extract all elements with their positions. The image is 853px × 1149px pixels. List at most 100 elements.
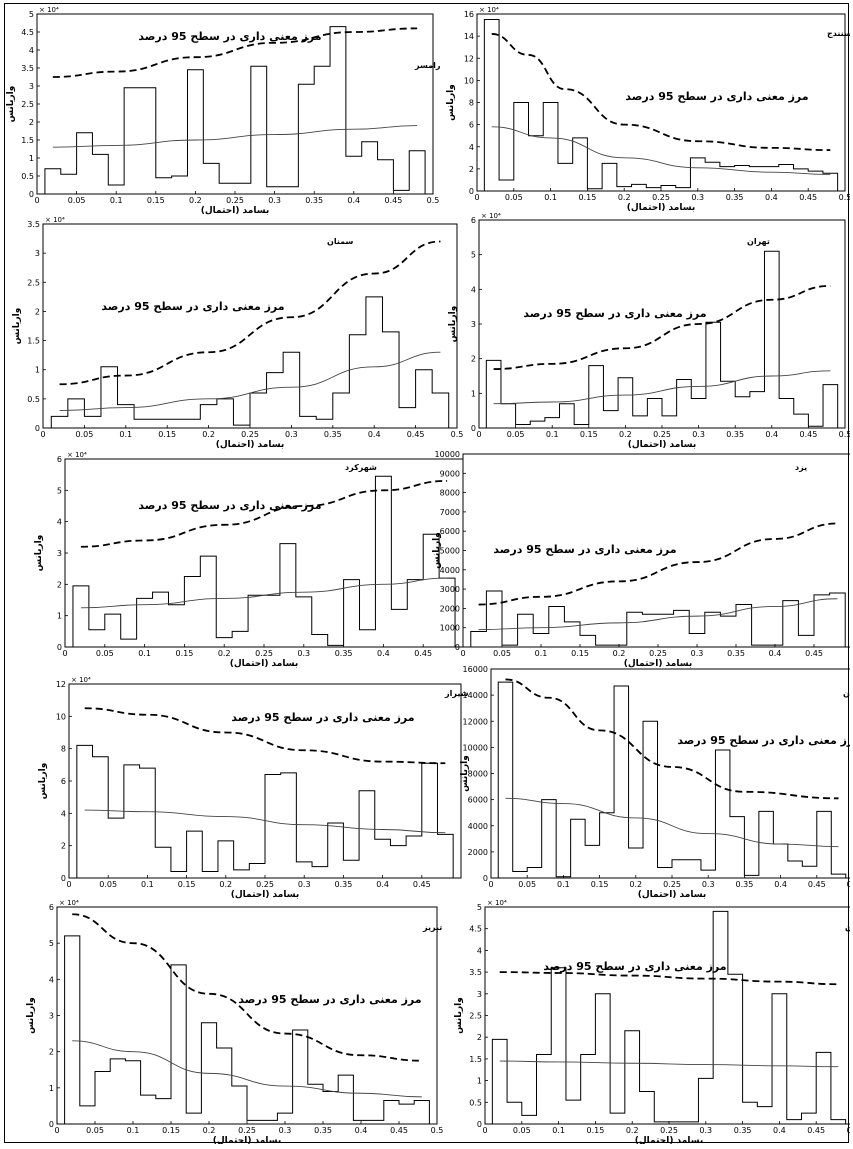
theoretical-spectrum-line <box>491 126 831 175</box>
x-tick-label: 0.1 <box>119 430 132 439</box>
x-tick-label: 0.1 <box>127 1126 140 1135</box>
significance-annotation: مرز معنی داری در سطح 95 درصد <box>625 90 808 103</box>
theoretical-spectrum-line <box>72 1040 422 1098</box>
x-tick-label: 0.1 <box>552 1126 565 1135</box>
x-tick-label: 0.4 <box>376 880 389 889</box>
y-tick-label: 6 <box>61 777 66 786</box>
x-tick-label: 0 <box>476 430 481 439</box>
y-tick-label: 2.5 <box>469 1012 482 1021</box>
y-tick-label: 3 <box>471 320 476 329</box>
x-tick-label: 0.45 <box>413 880 431 889</box>
x-tick-label: 0.2 <box>613 649 626 658</box>
y-tick-label: 0.5 <box>27 395 40 404</box>
significance-annotation: مرز معنی داری در سطح 95 درصد <box>677 734 850 747</box>
x-tick-label: 0 <box>474 193 479 202</box>
y-tick-label: 6 <box>471 216 476 225</box>
significance-annotation: مرز معنی داری در سطح 95 درصد <box>493 543 676 556</box>
x-tick-label: 0.2 <box>219 880 232 889</box>
significance-bound-line <box>84 707 446 765</box>
x-tick-label: 0.45 <box>407 430 425 439</box>
theoretical-spectrum-line <box>52 125 418 148</box>
x-tick-label: 0.15 <box>158 430 176 439</box>
y-tick-label: 0 <box>455 643 460 652</box>
chart-panel-1: 0 0.05 0.1 0.15 0.2 0.25 0.3 0.35 0.4 0.45 0.5 0 0.5… <box>6 6 441 216</box>
x-axis-label: بسامد (احتمال) <box>628 440 697 450</box>
y-tick-label: 9000 <box>440 469 460 478</box>
x-tick-label: 0.4 <box>377 649 390 658</box>
chart-panel-7: 0 0.05 0.1 0.15 0.2 0.25 0.3 0.35 0.4 0.45 0 2 4 6 8 10… <box>38 676 469 900</box>
y-axis-label: واریانس <box>454 997 464 1034</box>
significance-bound-line <box>493 284 831 370</box>
theoretical-spectrum-line <box>493 370 831 405</box>
x-tick-label: 0.4 <box>347 196 360 205</box>
y-tick-label: 4 <box>469 143 474 152</box>
city-label: زنجان <box>845 923 850 932</box>
y-tick-label: 2.5 <box>21 100 34 109</box>
y-tick-label: 1 <box>29 154 34 163</box>
x-tick-label: 0.5 <box>847 880 850 889</box>
y-tick-label: 1 <box>35 366 40 375</box>
y-multiplier-label: × 10⁴ <box>67 451 87 459</box>
significance-annotation: مرز معنی داری در سطح 95 درصد <box>543 960 726 973</box>
x-tick-label: 0.4 <box>774 880 787 889</box>
x-tick-label: 0.45 <box>414 649 432 658</box>
significance-bound-line <box>80 480 448 548</box>
significance-annotation: مرز معنی داری در سطح 95 درصد <box>138 499 321 512</box>
y-tick-label: 3 <box>29 82 34 91</box>
x-tick-label: 0.2 <box>189 196 202 205</box>
theoretical-spectrum-line <box>84 809 446 834</box>
x-tick-label: 0.4 <box>765 193 778 202</box>
x-tick-label: 0.4 <box>355 1126 368 1135</box>
y-tick-label: 5 <box>29 10 34 19</box>
x-axis-label: بسامد (احتمال) <box>231 890 300 900</box>
spectrum-line <box>485 250 839 428</box>
x-tick-label: 0.25 <box>238 1126 256 1135</box>
x-tick-label: 0.5 <box>431 1126 444 1135</box>
x-tick-label: 0.15 <box>162 1126 180 1135</box>
y-tick-label: 0 <box>483 874 488 883</box>
x-tick-label: 0 <box>54 1126 59 1135</box>
x-tick-label: 0.4 <box>769 649 782 658</box>
y-multiplier-label: × 10⁴ <box>479 6 499 14</box>
y-tick-label: 10000 <box>463 743 488 752</box>
x-tick-label: 0.05 <box>86 1126 104 1135</box>
x-tick-label: 0.3 <box>702 880 715 889</box>
y-tick-label: 2 <box>29 118 34 127</box>
y-tick-label: 0 <box>471 424 476 433</box>
significance-bound-line <box>491 33 831 151</box>
y-tick-label: 1 <box>57 612 62 621</box>
x-tick-label: 0.1 <box>535 649 548 658</box>
y-tick-label: 3.5 <box>21 64 34 73</box>
x-tick-label: 0.25 <box>256 880 274 889</box>
city-label: تبریز <box>422 923 442 932</box>
x-tick-label: 0.1 <box>110 196 123 205</box>
x-tick-label: 0.45 <box>799 430 817 439</box>
y-tick-label: 4.5 <box>469 925 482 934</box>
y-tick-label: 0 <box>29 190 34 199</box>
x-tick-label: 0.45 <box>384 196 402 205</box>
y-tick-label: 8 <box>469 99 474 108</box>
significance-bound-line <box>72 913 422 1062</box>
y-tick-label: 4 <box>49 975 54 984</box>
x-axis-label: بسامد (احتمال) <box>230 659 299 669</box>
spectrum-line <box>64 935 430 1124</box>
x-axis-label: بسامد (احتمال) <box>216 440 285 450</box>
y-tick-label: 0.5 <box>21 172 34 181</box>
y-tick-label: 1 <box>477 1077 482 1086</box>
x-tick-label: 0.25 <box>660 1126 678 1135</box>
y-tick-label: 4 <box>477 946 482 955</box>
y-tick-label: 2 <box>35 307 40 316</box>
significance-bound-line <box>478 522 838 606</box>
chart-panel-9: 0 0.05 0.1 0.15 0.2 0.25 0.3 0.35 0.4 0.45 0.5 0 1 2 3… <box>26 899 444 1146</box>
y-tick-label: 4000 <box>468 822 488 831</box>
y-tick-label: 5 <box>471 251 476 260</box>
y-axis-label: واریانس <box>34 535 44 572</box>
y-tick-label: 1.5 <box>21 136 34 145</box>
x-tick-label: 0.4 <box>773 1126 786 1135</box>
x-tick-label: 0.35 <box>727 649 745 658</box>
plot-frame <box>490 668 853 879</box>
y-tick-label: 4 <box>471 285 476 294</box>
city-label: یزد <box>795 463 807 472</box>
x-tick-label: 0.5 <box>451 430 464 439</box>
spectrum-line <box>470 590 846 647</box>
